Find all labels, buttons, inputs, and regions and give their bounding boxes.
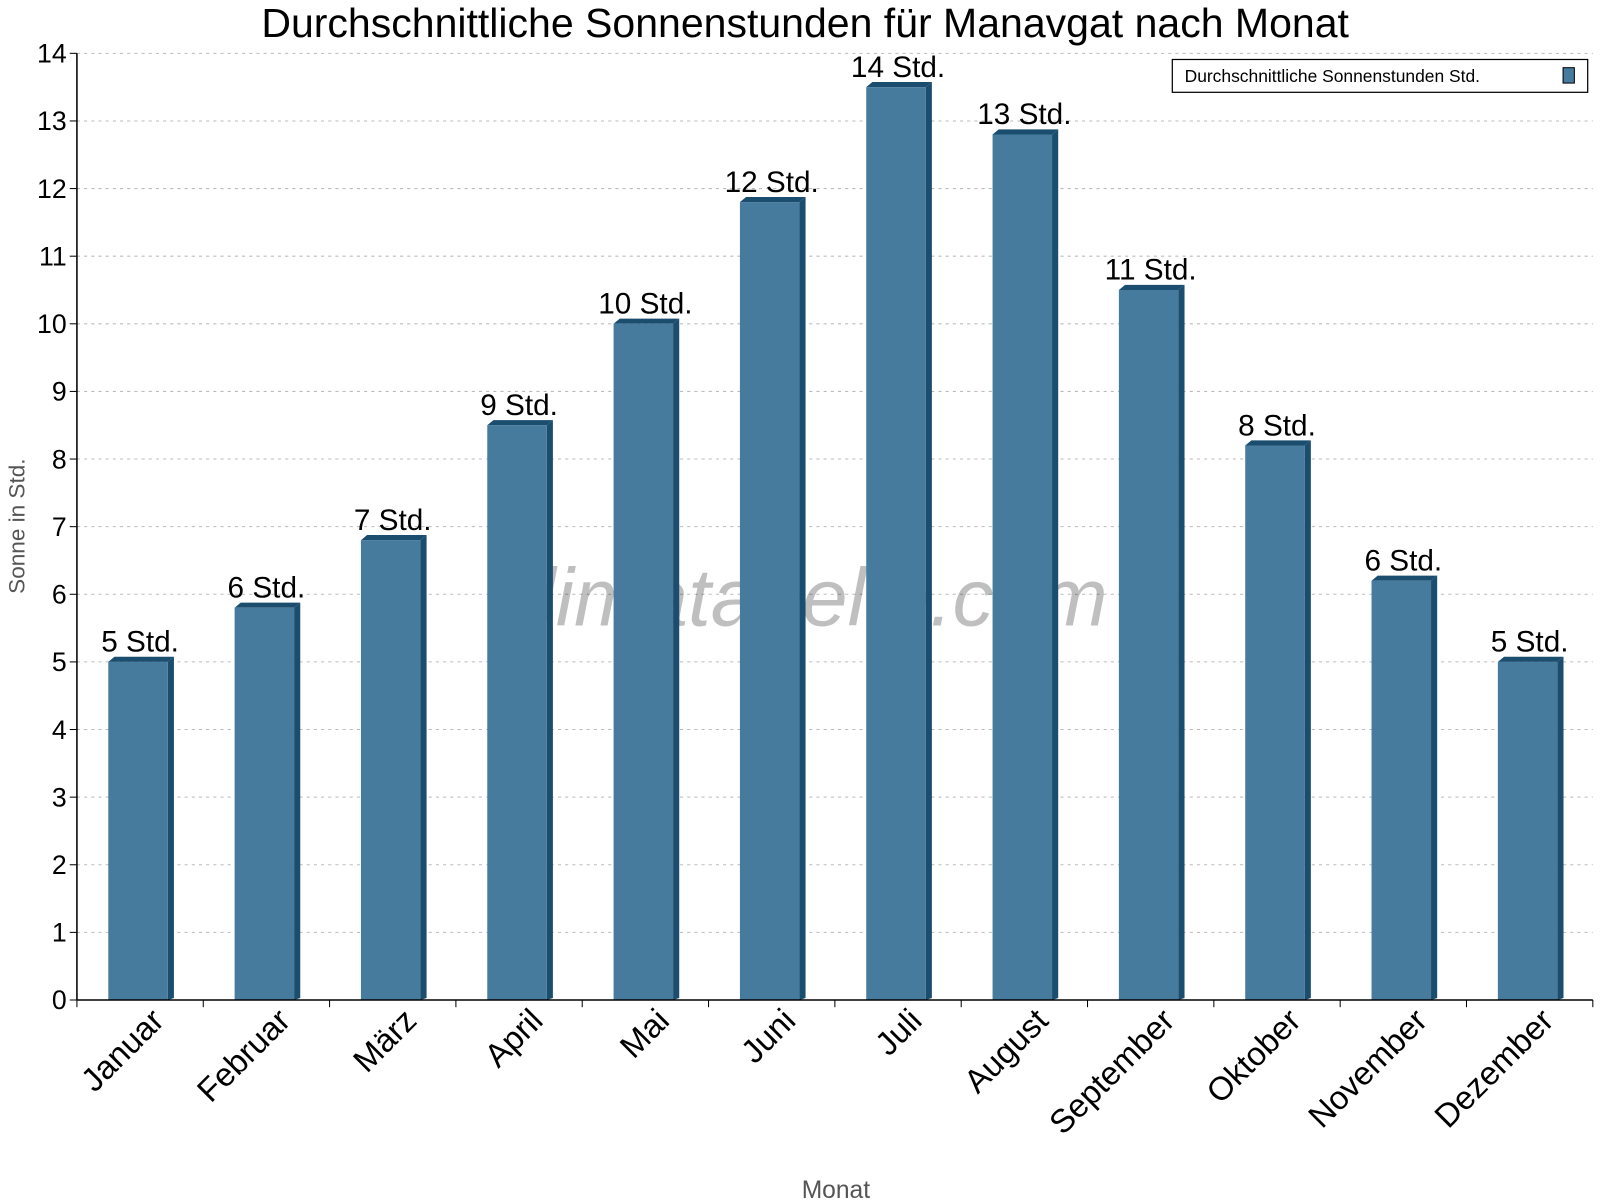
- y-tick-label: 2: [52, 850, 67, 880]
- data-label: 5 Std.: [101, 626, 179, 659]
- x-tick-label: Dezember: [1427, 1001, 1560, 1134]
- x-tick-label: Januar: [74, 1001, 171, 1098]
- bar-side: [1052, 129, 1059, 1000]
- data-label: 10 Std.: [598, 288, 692, 321]
- data-label: 6 Std.: [1364, 545, 1442, 578]
- bar-top: [1118, 284, 1185, 290]
- bar-top: [739, 196, 806, 203]
- bar-november: 6 Std.: [1364, 545, 1442, 1000]
- y-tick-label: 11: [39, 241, 67, 271]
- chart-title: Durchschnittliche Sonnenstunden für Mana…: [261, 0, 1349, 46]
- x-tick-label: Februar: [190, 1001, 297, 1108]
- data-label: 13 Std.: [977, 98, 1071, 131]
- bar: [234, 607, 295, 1000]
- y-tick-label: 6: [52, 580, 67, 610]
- bar: [360, 540, 421, 1000]
- x-tick-label: Juli: [868, 1001, 929, 1062]
- bar-side: [294, 602, 301, 1000]
- bar-juli: 14 Std.: [851, 51, 945, 1001]
- bar: [1497, 661, 1558, 1000]
- bar: [1245, 445, 1305, 1000]
- bar-mai: 10 Std.: [598, 288, 693, 1000]
- bar: [1118, 290, 1179, 1000]
- y-tick-label: 10: [37, 309, 67, 339]
- x-tick-label: November: [1301, 1001, 1434, 1134]
- data-label: 12 Std.: [725, 166, 819, 199]
- bar-juni: 12 Std.: [725, 166, 819, 1001]
- data-label: 5 Std.: [1491, 626, 1569, 659]
- data-label: 7 Std.: [354, 504, 432, 537]
- bar: [992, 134, 1053, 1000]
- bar-februar: 6 Std.: [228, 572, 306, 1000]
- x-axis-label: Monat: [802, 1177, 871, 1200]
- bar-oktober: 8 Std.: [1238, 409, 1316, 1000]
- legend: Durchschnittliche Sonnenstunden Std.: [1171, 58, 1589, 93]
- data-label: 9 Std.: [480, 389, 558, 422]
- data-label: 11 Std.: [1105, 254, 1197, 287]
- x-tick-label: Juni: [734, 1001, 803, 1070]
- bar-top: [487, 420, 553, 426]
- bar-side: [1304, 440, 1311, 1000]
- bar-top: [1245, 440, 1311, 446]
- y-tick-label: 4: [52, 715, 67, 745]
- bar-dezember: 5 Std.: [1491, 626, 1569, 1000]
- data-label: 14 Std.: [851, 51, 945, 84]
- data-label: 6 Std.: [228, 572, 306, 605]
- bar: [613, 323, 674, 1000]
- bar: [487, 425, 547, 1000]
- bar-top: [866, 82, 932, 88]
- bar: [866, 87, 926, 1000]
- bar-side: [1178, 284, 1185, 1000]
- bar-side: [1557, 656, 1564, 1000]
- legend-label: Durchschnittliche Sonnenstunden Std.: [1185, 66, 1480, 86]
- bar-märz: 7 Std.: [354, 504, 432, 1000]
- bar: [108, 661, 168, 1000]
- y-tick-label: 0: [52, 985, 67, 1015]
- y-tick-label: 7: [52, 512, 67, 542]
- x-tick-label: August: [957, 1001, 1055, 1099]
- bar-top: [1497, 656, 1564, 662]
- x-tick-label: Oktober: [1199, 1001, 1308, 1110]
- data-label: 8 Std.: [1238, 409, 1316, 442]
- y-tick-label: 3: [52, 782, 67, 812]
- y-tick-label: 12: [37, 174, 67, 204]
- bar-top: [234, 602, 301, 608]
- legend-swatch: [1562, 67, 1575, 84]
- bar-side: [925, 82, 932, 1001]
- bar: [739, 202, 800, 1001]
- bar-top: [613, 318, 680, 324]
- bar-side: [546, 420, 553, 1001]
- bar-side: [673, 318, 680, 1000]
- y-tick-label: 5: [52, 647, 67, 677]
- bar-top: [360, 535, 427, 541]
- bar-januar: 5 Std.: [101, 626, 179, 1000]
- bar-august: 13 Std.: [977, 98, 1071, 1000]
- x-tick-label: September: [1042, 1001, 1182, 1141]
- bar: [1371, 580, 1432, 1000]
- bar-top: [992, 129, 1059, 135]
- x-tick-label: April: [477, 1001, 550, 1074]
- bar-april: 9 Std.: [480, 389, 558, 1001]
- bar-side: [1431, 575, 1438, 1000]
- legend-box: [1171, 58, 1589, 93]
- bar-top: [108, 656, 174, 662]
- bar-side: [420, 535, 427, 1000]
- y-tick-label: 9: [52, 377, 67, 407]
- x-tick-label: Mai: [612, 1001, 676, 1065]
- bar-side: [167, 656, 174, 1000]
- x-tick-label: März: [346, 1001, 424, 1079]
- bar-september: 11 Std.: [1105, 254, 1197, 1000]
- bar-side: [799, 196, 806, 1000]
- y-axis-label: Sonne in Std.: [5, 458, 30, 593]
- y-tick-label: 1: [52, 918, 67, 948]
- y-tick-label: 14: [37, 39, 67, 69]
- bar-top: [1371, 575, 1438, 581]
- y-tick-label: 8: [52, 444, 67, 474]
- y-tick-label: 13: [37, 106, 67, 136]
